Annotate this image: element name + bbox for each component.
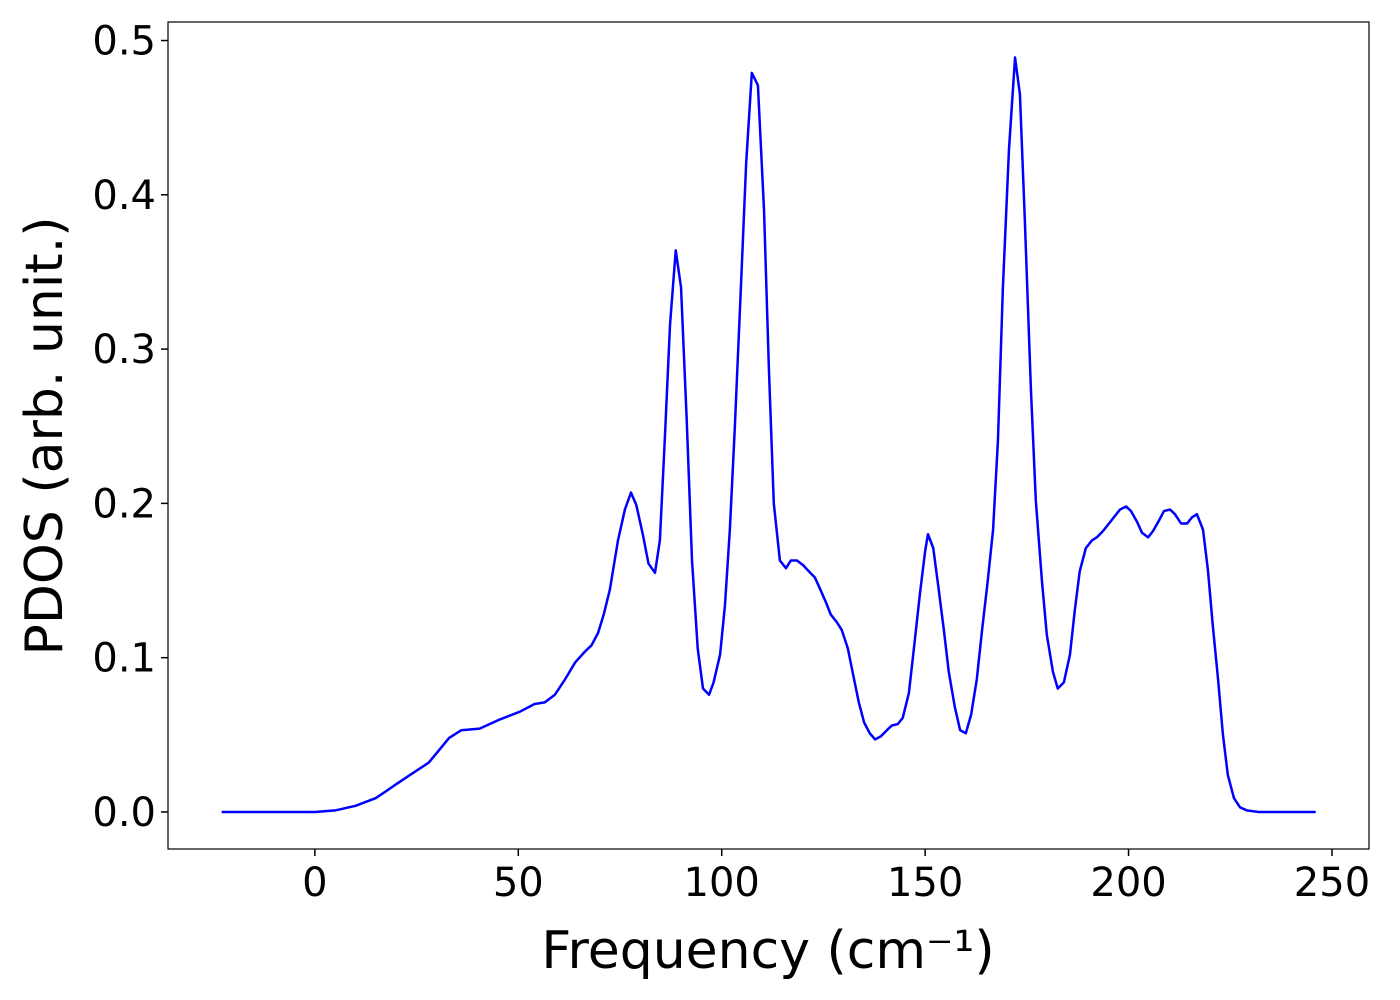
x-tick-label: 0 <box>302 860 327 906</box>
y-tick-label: 0.5 <box>92 19 156 65</box>
y-tick-label: 0.4 <box>92 173 156 219</box>
y-axis-label: PDOS (arb. unit.) <box>15 216 75 655</box>
y-tick-label: 0.0 <box>92 790 156 836</box>
y-tick-label: 0.2 <box>92 481 156 527</box>
y-tick-label: 0.1 <box>92 636 156 682</box>
data-line <box>221 56 1316 814</box>
plot-frame <box>167 21 1370 850</box>
x-tick-label: 150 <box>887 860 963 906</box>
x-tick-label: 50 <box>493 860 544 906</box>
x-tick-label: 100 <box>684 860 760 906</box>
x-tick-label: 250 <box>1294 860 1370 906</box>
x-axis-label: Frequency (cm⁻¹) <box>541 921 994 981</box>
x-tick-label: 200 <box>1090 860 1166 906</box>
y-tick-label: 0.3 <box>92 327 156 373</box>
